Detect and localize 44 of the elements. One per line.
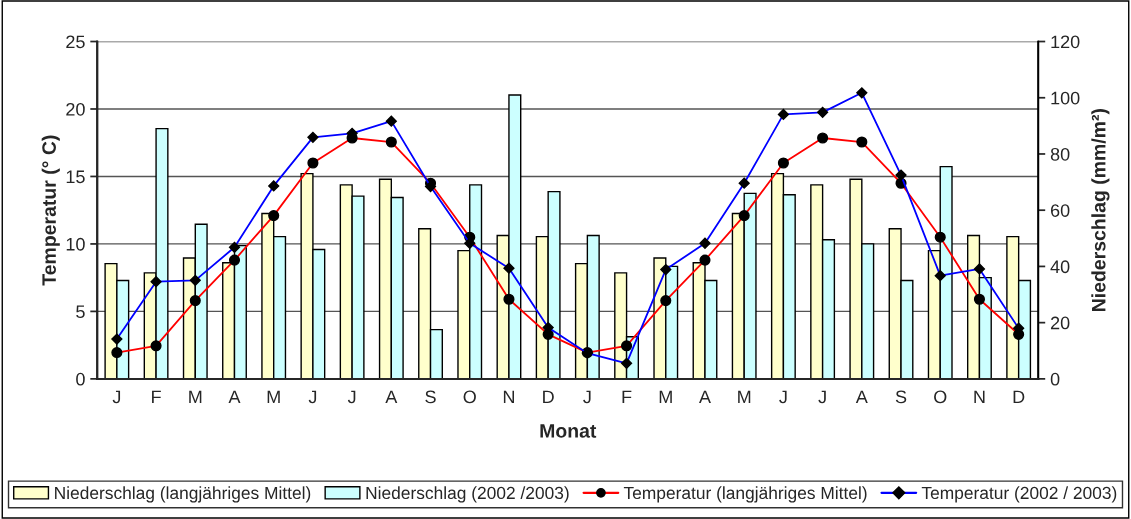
- x-tick-label: J: [583, 390, 591, 404]
- x-tick-label: N: [503, 390, 514, 404]
- x-tick-label: J: [779, 390, 787, 404]
- y2-tick-label: 20: [1050, 316, 1070, 330]
- y-tick-label: 5: [76, 305, 85, 319]
- x-tick-label: D: [1013, 390, 1025, 404]
- y2-tick-label: 80: [1050, 147, 1070, 161]
- legend-label: Niederschlag (2002 /2003): [366, 486, 569, 503]
- x-tick-label: O: [463, 390, 476, 404]
- legend-label: Temperatur (langjähriges Mittel): [623, 486, 867, 503]
- x-tick-label: M: [189, 390, 202, 404]
- y-tick-label: 15: [66, 170, 85, 184]
- y2-tick-label: 60: [1050, 204, 1070, 217]
- x-tick-label: M: [267, 390, 280, 404]
- x-tick-label: A: [699, 390, 711, 404]
- y-tick-label: 0: [76, 372, 85, 386]
- x-tick-label: S: [895, 390, 907, 404]
- x-tick-label: M: [738, 390, 751, 404]
- x-tick-label: M: [659, 390, 672, 404]
- x-axis-title: Monat: [540, 424, 597, 438]
- x-tick-label: J: [308, 390, 317, 404]
- y2-tick-label: 40: [1050, 260, 1070, 274]
- y2-tick-label: 120: [1051, 35, 1080, 49]
- x-tick-label: D: [543, 390, 554, 404]
- y-tick-label: 25: [66, 35, 85, 49]
- legend-label: Niederschlag (langjähriges Mittel): [55, 486, 311, 503]
- y-tick-label: 10: [66, 237, 85, 251]
- y2-axis-title: Niederschlag (mm/m²): [1091, 109, 1110, 311]
- x-tick-label: S: [425, 390, 436, 404]
- x-tick-label: F: [622, 390, 632, 404]
- x-tick-label: A: [228, 390, 241, 404]
- x-tick-label: F: [152, 390, 161, 404]
- y2-tick-label: 100: [1051, 91, 1080, 105]
- x-tick-label: A: [385, 390, 398, 404]
- x-tick-label: A: [855, 390, 868, 404]
- y2-tick-label: 0: [1050, 372, 1060, 386]
- x-tick-label: J: [818, 390, 826, 404]
- x-tick-label: J: [347, 390, 356, 404]
- x-tick-label: J: [112, 390, 121, 404]
- x-tick-label: O: [934, 390, 947, 404]
- y-tick-label: 20: [66, 102, 85, 116]
- legend-label: Temperatur (2002 / 2003): [921, 486, 1117, 503]
- x-tick-label: N: [974, 390, 985, 404]
- y-axis-title: Temperatur (° C): [41, 135, 60, 286]
